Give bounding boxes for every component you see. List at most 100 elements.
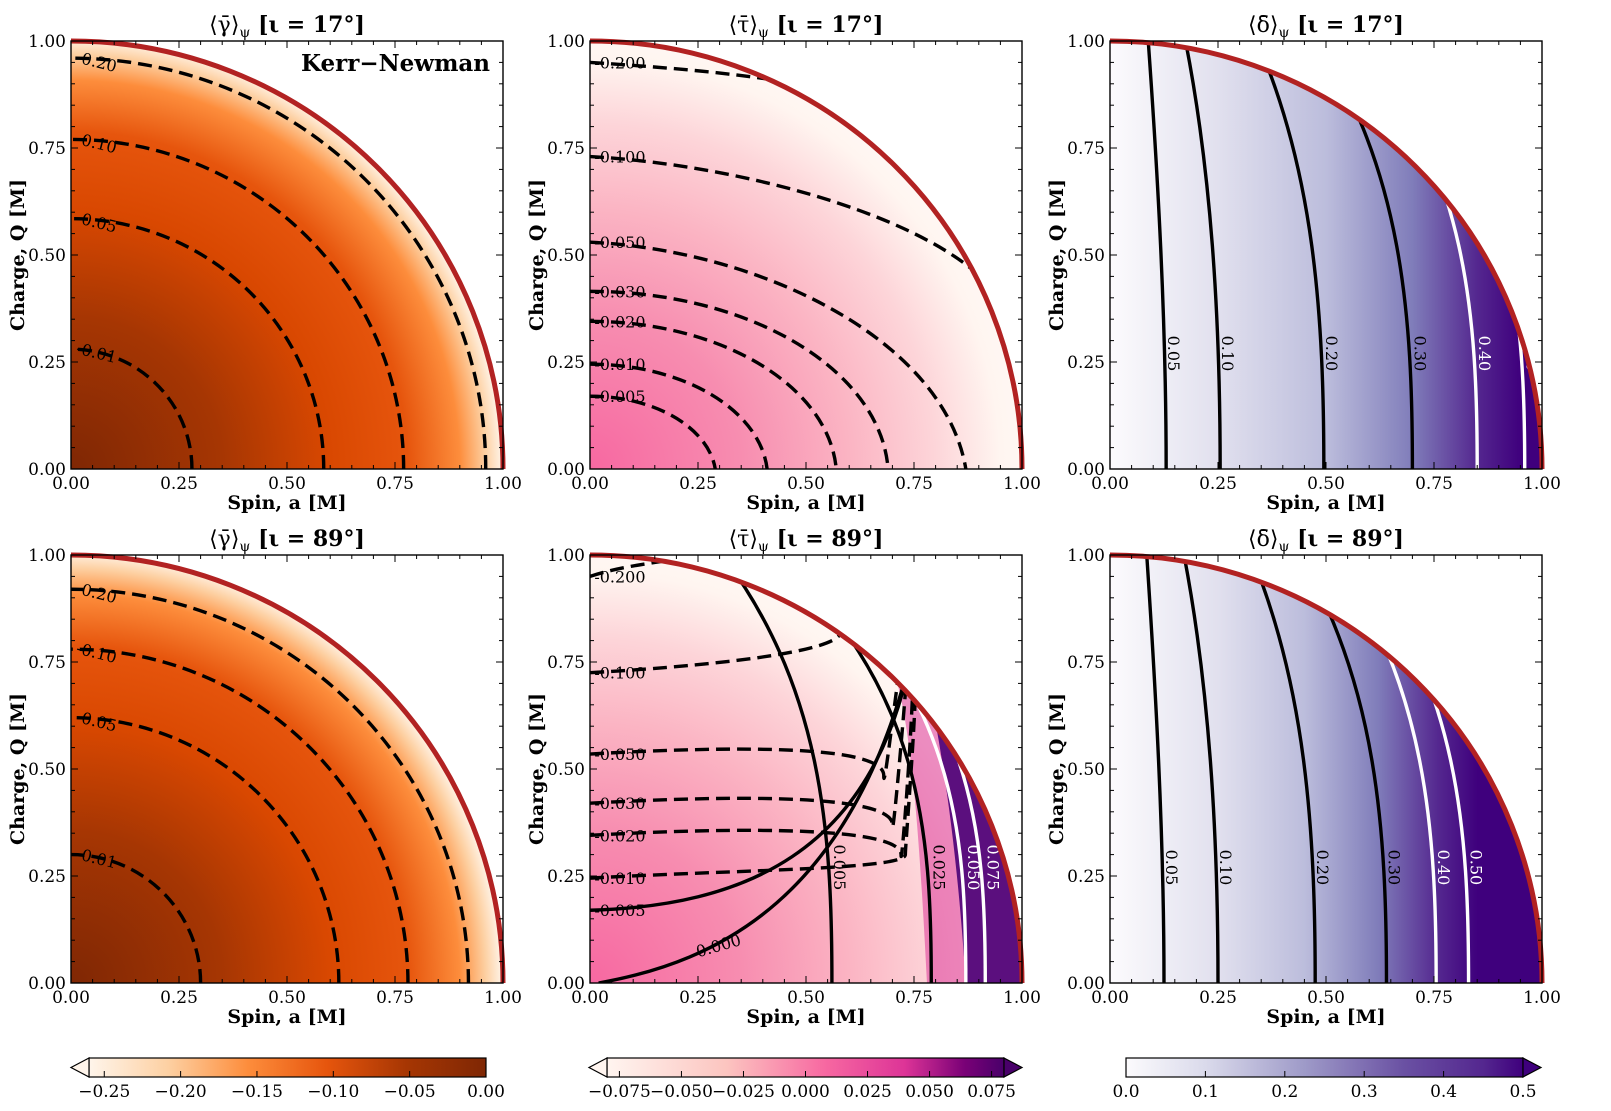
contour-line xyxy=(598,661,912,983)
x-axis-label: Spin, a [M] xyxy=(1266,492,1385,514)
colorbar-body xyxy=(1125,1057,1524,1078)
panel-gamma_17: -0.20-0.10-0.05-0.010.00 0.25 0.50 0.75 1.00… xyxy=(7,12,522,514)
contour-line xyxy=(71,347,194,469)
contour-line xyxy=(71,852,203,983)
extremal-boundary xyxy=(1109,38,1545,470)
colorbars-group: −0.25 −0.20 −0.15 −0.10 −0.05 0.00 −0.075 −0.05… xyxy=(69,1057,1543,1102)
contour-label: -0.100 xyxy=(594,148,645,167)
contour-label: 0.30 xyxy=(1384,850,1403,886)
contour-label: -0.200 xyxy=(594,53,645,72)
colorbar-tick-label: 0.3 xyxy=(1351,1082,1378,1102)
contour-label: -0.050 xyxy=(594,745,645,764)
y-tick-label: 0.75 xyxy=(547,653,585,673)
contour-label: -0.010 xyxy=(594,869,645,888)
model-label: Kerr−Newman xyxy=(301,50,490,77)
contour-label: 0.050 xyxy=(964,845,983,891)
contour-label: 0.10 xyxy=(1218,336,1237,372)
x-tick-label: 1.00 xyxy=(1523,988,1561,1008)
colorbar-tick-label: −0.10 xyxy=(307,1082,359,1102)
contour-label: -0.020 xyxy=(594,826,645,845)
contour-line xyxy=(1180,555,1220,983)
y-tick-label: 0.00 xyxy=(547,974,585,994)
y-axis-label: Charge, Q [M] xyxy=(1046,179,1068,331)
colorbar-extend-max xyxy=(1003,1057,1024,1078)
colorbar-tick-label: 0.5 xyxy=(1509,1082,1536,1102)
contour-label: 0.40 xyxy=(1434,850,1453,886)
panel-title: ⟨δ̄⟩ψ [ι = 89°] xyxy=(1248,526,1404,555)
contour-line xyxy=(71,137,406,469)
x-tick-label: 0.75 xyxy=(895,474,933,494)
colorbar-tick-label: 0.00 xyxy=(467,1082,505,1102)
contour-label: -0.010 xyxy=(594,355,645,374)
x-tick-label: 0.50 xyxy=(268,474,306,494)
x-tick-label: 0.25 xyxy=(679,474,717,494)
extremal-boundary xyxy=(70,552,506,984)
contour-label: -0.100 xyxy=(594,664,645,683)
y-tick-label: 0.25 xyxy=(28,353,66,373)
colorbar-tick-label: 0.075 xyxy=(967,1082,1016,1102)
x-axis-label: Spin, a [M] xyxy=(1266,1006,1385,1028)
colorbar-tick-label: −0.025 xyxy=(712,1082,775,1102)
colorbar-cb_gamma: −0.25 −0.20 −0.15 −0.10 −0.05 0.00 xyxy=(69,1057,505,1102)
contour-label: 0.40 xyxy=(1475,336,1494,372)
colorbar-extend-max xyxy=(1522,1057,1543,1078)
x-tick-label: 0.25 xyxy=(160,474,198,494)
colormap-fill xyxy=(590,555,1022,983)
y-axis-label: Charge, Q [M] xyxy=(1046,693,1068,845)
y-tick-label: 0.00 xyxy=(547,460,585,480)
x-tick-label: 0.25 xyxy=(1199,474,1237,494)
panel-gamma_89: -0.20-0.10-0.05-0.010.00 0.25 0.50 0.75 1.00… xyxy=(7,526,522,1028)
colorbar-extend-min xyxy=(69,1057,90,1078)
colorbar-tick-label: −0.05 xyxy=(384,1082,436,1102)
contour-line xyxy=(1245,555,1317,983)
x-axis-label: Spin, a [M] xyxy=(227,1006,346,1028)
y-tick-label: 0.00 xyxy=(1067,974,1105,994)
panel-tau_89: -0.200 -0.100 -0.050 -0.030 -0.020 -0.010 -0.0… xyxy=(526,526,1041,1028)
y-tick-label: 0.00 xyxy=(28,460,66,480)
y-tick-label: 0.50 xyxy=(547,246,585,266)
y-tick-label: 0.50 xyxy=(1067,246,1105,266)
y-tick-label: 1.00 xyxy=(547,546,585,566)
y-tick-label: 0.50 xyxy=(28,246,66,266)
y-tick-label: 0.50 xyxy=(28,760,66,780)
y-tick-label: 0.25 xyxy=(1067,867,1105,887)
x-axis-label: Spin, a [M] xyxy=(227,492,346,514)
panel-title: ⟨τ̄⟩ψ [ι = 89°] xyxy=(729,526,884,555)
y-tick-label: 0.00 xyxy=(1067,460,1105,480)
y-axis-label: Charge, Q [M] xyxy=(526,693,548,845)
contour-line xyxy=(590,362,769,469)
contour-label: -0.005 xyxy=(594,387,645,406)
x-tick-label: 0.75 xyxy=(1415,474,1453,494)
y-axis-label: Charge, Q [M] xyxy=(526,179,548,331)
contour-line xyxy=(590,619,919,880)
extremal-boundary xyxy=(70,38,506,470)
y-axis-label: Charge, Q [M] xyxy=(7,693,29,845)
contour-label: 0.05 xyxy=(1162,850,1181,886)
contour-line xyxy=(71,647,410,983)
panel-tau_17: -0.200 -0.100 -0.050 -0.030 -0.020 -0.010 -0.0… xyxy=(526,12,1041,514)
contour-label: 0.20 xyxy=(1322,336,1341,372)
extremal-boundary xyxy=(589,552,1025,984)
contour-label: 0.30 xyxy=(1410,336,1429,372)
x-tick-label: 0.75 xyxy=(376,474,414,494)
contour-line xyxy=(590,240,968,469)
y-tick-label: 1.00 xyxy=(1067,32,1105,52)
y-axis-label: Charge, Q [M] xyxy=(7,179,29,331)
panel-title: ⟨γ̄⟩ψ [ι = 17°] xyxy=(209,12,365,41)
panels-group: -0.20-0.10-0.05-0.010.00 0.25 0.50 0.75 1.00… xyxy=(7,12,1561,1028)
contour-label: -0.200 xyxy=(594,567,645,586)
contour-label: 0.005 xyxy=(830,845,849,891)
x-tick-label: 0.50 xyxy=(1307,988,1345,1008)
contour-line xyxy=(1251,41,1326,469)
x-tick-label: 1.00 xyxy=(484,988,522,1008)
contour-line xyxy=(71,587,471,983)
contour-label: -0.020 xyxy=(594,312,645,331)
y-tick-label: 0.25 xyxy=(547,867,585,887)
colorbar-extend-min xyxy=(587,1057,608,1078)
contour-line xyxy=(1144,555,1166,983)
contour-line xyxy=(590,289,890,469)
colorbar-cb_delta: 0.0 0.1 0.2 0.3 0.4 0.5 xyxy=(1112,1057,1543,1102)
x-tick-label: 0.50 xyxy=(787,988,825,1008)
x-tick-label: 0.50 xyxy=(787,474,825,494)
contour-label: -0.030 xyxy=(594,282,645,301)
